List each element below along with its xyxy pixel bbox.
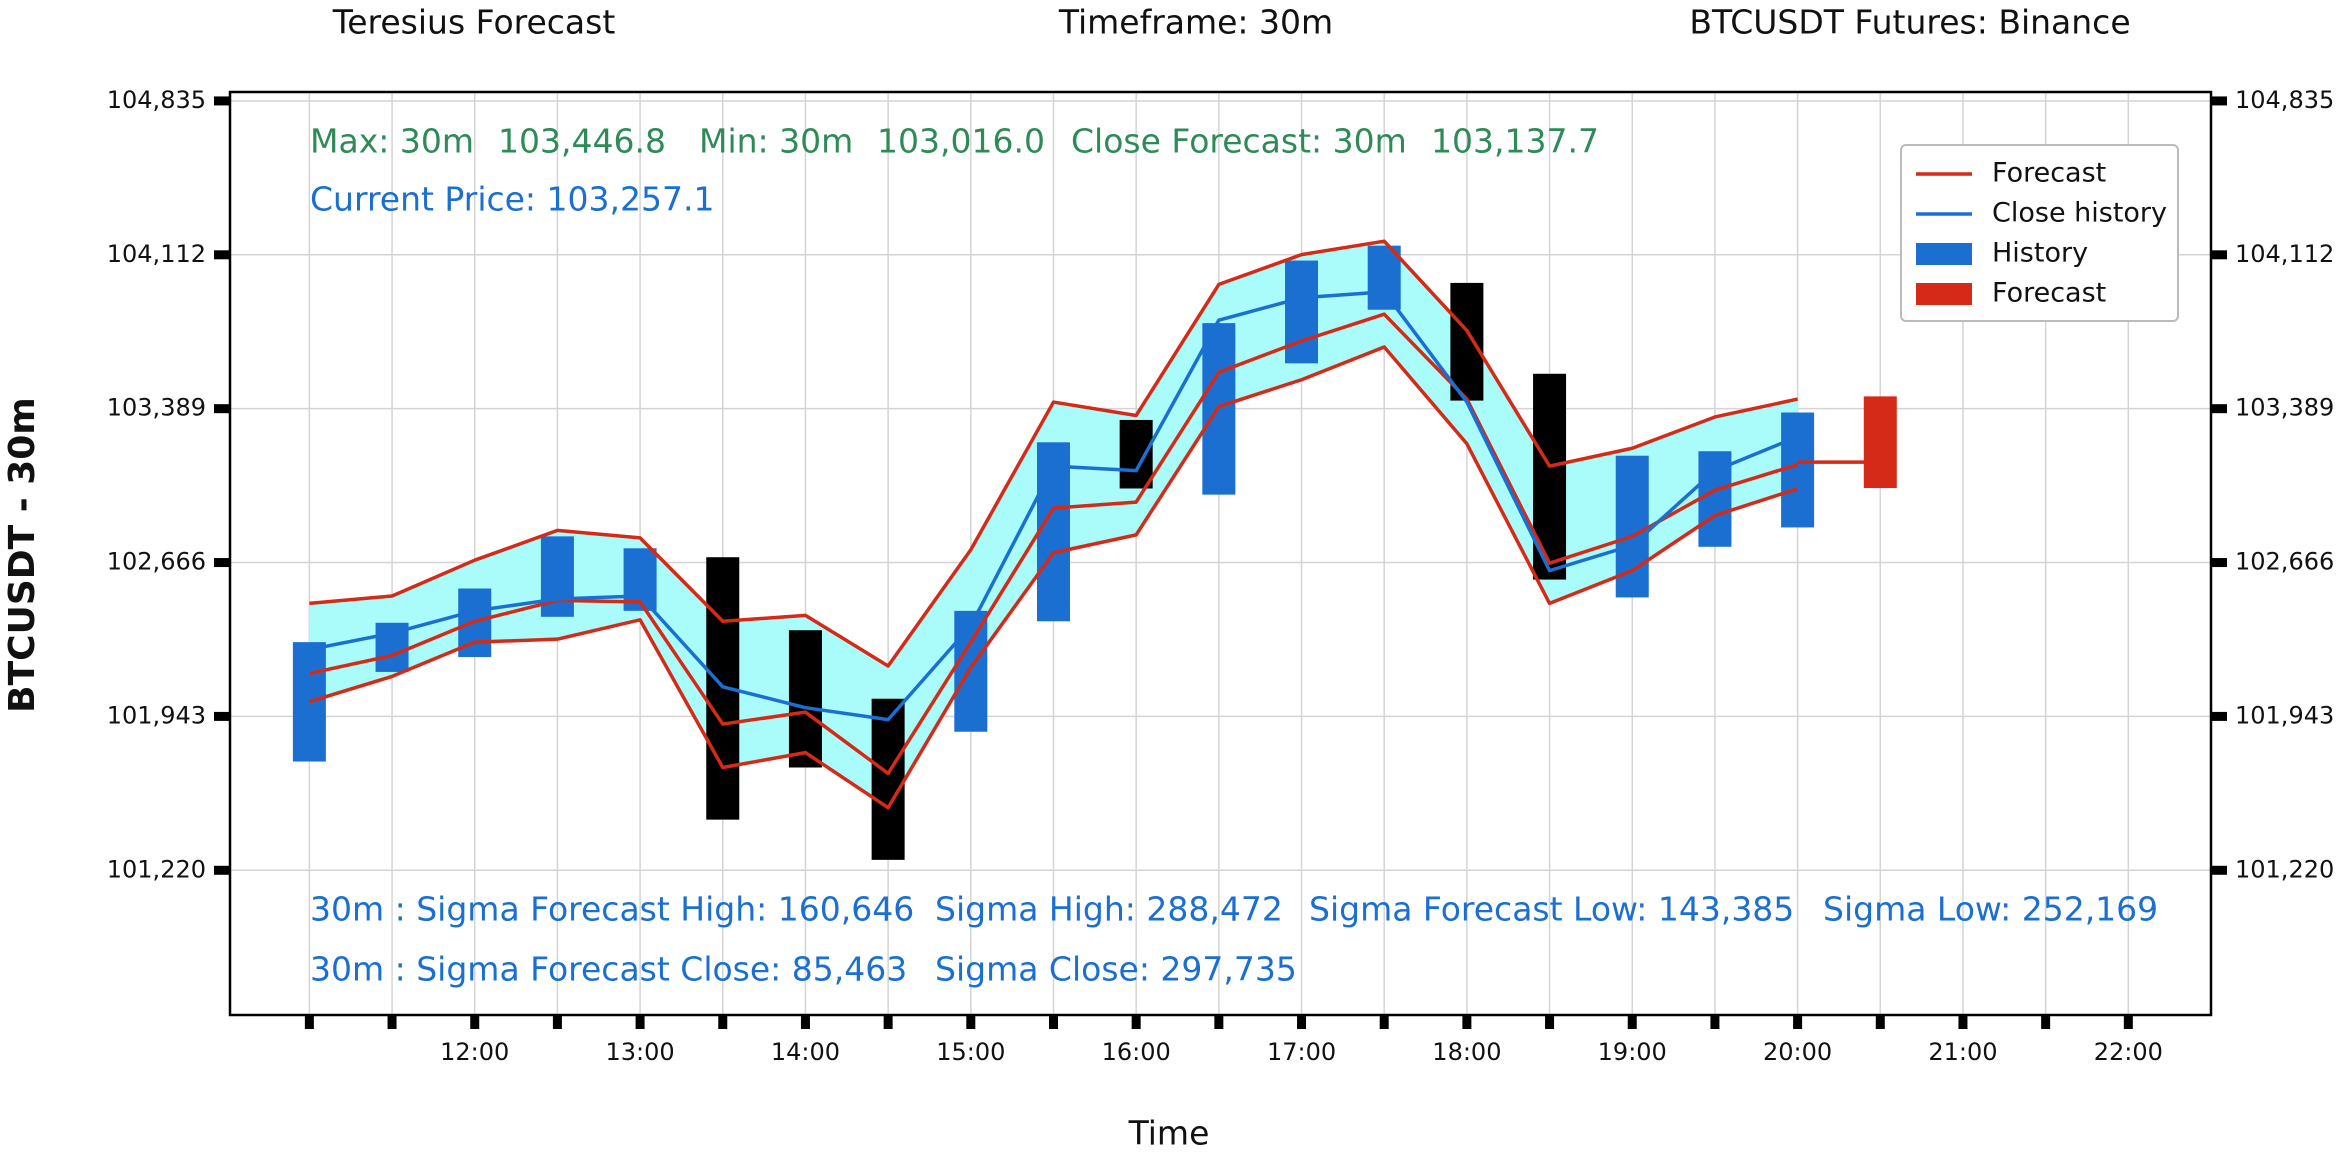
forecast-upper-line [309, 239, 1798, 668]
legend-label: Forecast [1992, 158, 2106, 189]
x-tick-label: 13:00 [606, 1038, 675, 1066]
header-title: Teresius Forecast [332, 3, 616, 42]
x-tick-label: 22:00 [2094, 1038, 2163, 1066]
legend-label: Close history [1992, 198, 2167, 229]
y-tick-label: 102,666 [107, 548, 206, 576]
header-market: BTCUSDT Futures: Binance [1689, 3, 2130, 42]
x-tick-label: 21:00 [1928, 1038, 1997, 1066]
x-tick-label: 14:00 [771, 1038, 840, 1066]
annotation: 30m : Sigma Forecast High: 160,646 [310, 890, 914, 929]
y2-tick-label: 101,220 [2235, 855, 2334, 883]
y2-tick-label: 102,666 [2235, 548, 2334, 576]
plot-frame [228, 90, 2213, 1017]
annotation: Close Forecast: 30m [1071, 122, 1407, 161]
y2-tick-label: 104,112 [2235, 240, 2334, 268]
candle [871, 698, 905, 860]
y2-tick-label: 101,943 [2235, 701, 2334, 729]
annotation: 103,137.7 [1431, 122, 1599, 161]
x-tick-label: 12:00 [440, 1038, 509, 1066]
x-axis-label: Time [1128, 1114, 1210, 1153]
candle [1863, 396, 1897, 489]
annotation: Current Price: 103,257.1 [310, 180, 715, 219]
y-tick-label: 104,112 [107, 240, 206, 268]
annotation: Sigma Forecast Low: 143,385 [1309, 890, 1794, 929]
annotation: 30m : Sigma Forecast Close: 85,463 [310, 950, 907, 989]
annotation: Sigma High: 288,472 [935, 890, 1283, 929]
legend-patch [1916, 283, 1972, 305]
y-tick-label: 104,835 [107, 86, 206, 114]
header-timeframe: Timeframe: 30m [1058, 3, 1333, 42]
candle [1036, 442, 1070, 622]
candle [1781, 412, 1815, 528]
annotation: Sigma Low: 252,169 [1823, 890, 2158, 929]
x-tick-label: 19:00 [1598, 1038, 1667, 1066]
y2-tick-label: 103,389 [2235, 394, 2334, 422]
x-tick-label: 17:00 [1267, 1038, 1336, 1066]
annotation: 103,446.8 [498, 122, 666, 161]
annotation: Max: 30m [310, 122, 474, 161]
candle [1450, 282, 1484, 401]
annotation: Min: 30m [699, 122, 853, 161]
legend-label: Forecast [1992, 278, 2106, 309]
close-history-line [309, 290, 1799, 722]
candle [292, 642, 326, 762]
x-tick-label: 15:00 [936, 1038, 1005, 1066]
candle [1367, 245, 1401, 310]
legend-box [1900, 144, 2179, 322]
legend-label: History [1992, 238, 2088, 269]
annotation: 103,016.0 [877, 122, 1045, 161]
x-tick-label: 16:00 [1102, 1038, 1171, 1066]
y-axis-label: BTCUSDT - 30m [2, 397, 43, 713]
y-tick-label: 103,389 [107, 394, 206, 422]
x-tick-label: 18:00 [1432, 1038, 1501, 1066]
candle [1119, 419, 1153, 489]
candle [788, 630, 822, 768]
legend-patch [1916, 243, 1972, 265]
y2-tick-label: 104,835 [2235, 86, 2334, 114]
candle [954, 610, 988, 732]
x-tick-label: 20:00 [1763, 1038, 1832, 1066]
y-tick-label: 101,220 [107, 855, 206, 883]
candle [1285, 260, 1319, 364]
annotation: Sigma Close: 297,735 [935, 950, 1297, 989]
forecast-lower-line [308, 345, 1799, 810]
y-tick-label: 101,943 [107, 701, 206, 729]
